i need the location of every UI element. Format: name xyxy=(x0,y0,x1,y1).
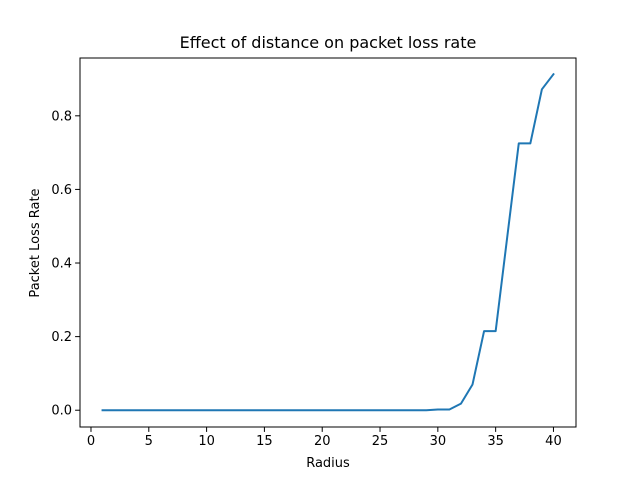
x-tick-label: 0 xyxy=(87,434,95,449)
chart-title: Effect of distance on packet loss rate xyxy=(180,33,477,52)
x-tick-label: 10 xyxy=(198,434,215,449)
y-tick-label: 0.6 xyxy=(51,183,72,198)
y-tick-label: 0.0 xyxy=(51,404,72,419)
x-tick-label: 35 xyxy=(487,434,504,449)
x-tick-label: 30 xyxy=(430,434,447,449)
x-tick-label: 15 xyxy=(256,434,273,449)
axes-frame xyxy=(79,57,577,428)
y-axis: 0.0 0.2 0.4 0.6 0.8 xyxy=(51,109,80,419)
series-line xyxy=(101,72,555,412)
y-axis-label: Packet Loss Rate xyxy=(28,188,43,297)
x-axis-label: Radius xyxy=(306,456,350,471)
x-tick-label: 40 xyxy=(545,434,562,449)
x-tick-label: 5 xyxy=(145,434,153,449)
x-tick-label: 25 xyxy=(372,434,389,449)
y-tick-label: 0.8 xyxy=(51,109,72,124)
y-tick-label: 0.2 xyxy=(51,330,72,345)
y-tick-label: 0.4 xyxy=(51,257,72,272)
x-tick-label: 20 xyxy=(314,434,331,449)
plot-area xyxy=(101,72,555,412)
x-axis: 0 5 10 15 20 25 30 35 40 xyxy=(87,427,562,449)
